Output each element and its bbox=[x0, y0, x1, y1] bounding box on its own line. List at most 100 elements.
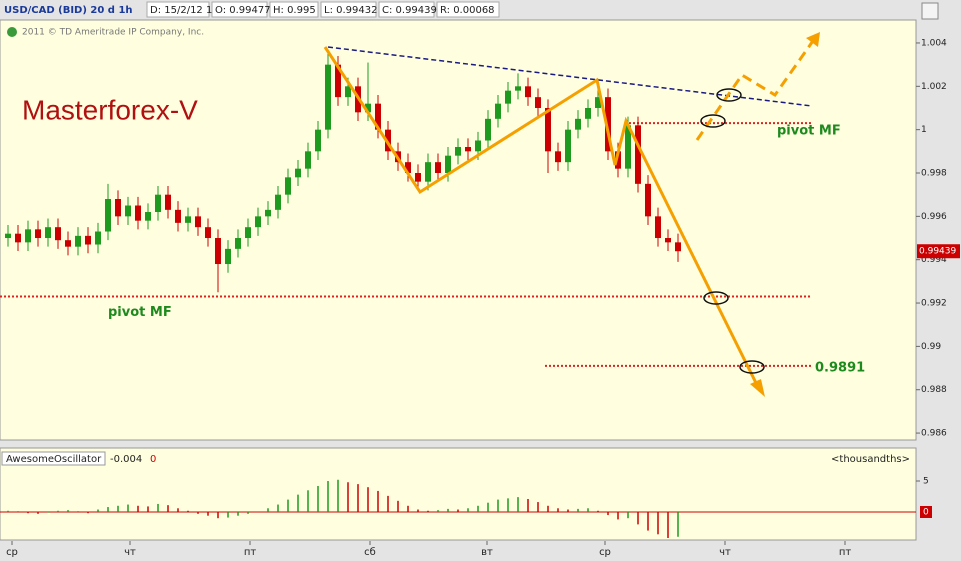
header-field: L: 0.99432 bbox=[324, 5, 377, 16]
candle-body bbox=[305, 151, 311, 169]
candle-body bbox=[505, 90, 511, 104]
candle-body bbox=[195, 216, 201, 228]
candle-body bbox=[245, 227, 251, 239]
marker bbox=[700, 114, 726, 128]
candle-body bbox=[335, 64, 341, 98]
header-field: R: 0.00068 bbox=[440, 5, 495, 16]
marker bbox=[703, 291, 729, 305]
indicator-box bbox=[1, 451, 106, 466]
candle-body bbox=[595, 97, 601, 108]
candle-body bbox=[325, 64, 331, 130]
marker bbox=[739, 360, 765, 374]
candle-body bbox=[5, 233, 11, 239]
y-tick-label: 0.996 bbox=[921, 212, 947, 222]
field-box bbox=[436, 1, 500, 18]
candle-body bbox=[35, 229, 41, 239]
price-tag-label: 0.99439 bbox=[919, 247, 956, 257]
candle-body bbox=[465, 146, 471, 152]
candle-body bbox=[365, 103, 371, 113]
header-field: O: 0.99477 bbox=[215, 5, 271, 16]
level-label: pivot MF bbox=[108, 305, 172, 320]
candle-body bbox=[585, 107, 591, 119]
price-panel bbox=[0, 19, 917, 441]
header-fields: D: 15/2/12 14:00O: 0.99477 H: 0.995 L: 0.9… bbox=[146, 1, 500, 18]
candle-body bbox=[15, 233, 21, 243]
candle-body bbox=[45, 227, 51, 239]
indicator-param: 0 bbox=[150, 454, 156, 465]
projection-line bbox=[695, 37, 817, 141]
candle-body bbox=[375, 103, 381, 130]
candle-body bbox=[215, 238, 221, 265]
marker bbox=[716, 88, 742, 102]
pattern-line bbox=[323, 46, 759, 386]
units: <thousandths> bbox=[831, 454, 910, 465]
candle-body bbox=[635, 125, 641, 184]
candle-body bbox=[675, 242, 681, 252]
trend-line bbox=[327, 46, 813, 107]
x-tick-label: ср bbox=[6, 547, 18, 558]
field-box bbox=[146, 1, 210, 18]
y-tick-label: 1.004 bbox=[921, 38, 947, 48]
candle-body bbox=[235, 238, 241, 249]
candle-body bbox=[445, 155, 451, 174]
arrow-head bbox=[750, 379, 765, 397]
level-label: 0.9891 bbox=[815, 360, 865, 375]
candle-body bbox=[205, 227, 211, 239]
field-box bbox=[320, 1, 377, 18]
candle-body bbox=[275, 194, 281, 210]
candle-body bbox=[565, 129, 571, 163]
oscillator-panel bbox=[0, 447, 917, 541]
candle-body bbox=[175, 209, 181, 223]
header-field: C: 0.99439 bbox=[382, 5, 437, 16]
x-tick-label: чт bbox=[719, 547, 731, 558]
x-tick-label: ср bbox=[599, 547, 611, 558]
candle-body bbox=[645, 183, 651, 217]
candle-body bbox=[225, 248, 231, 265]
y-tick-label: 0.994 bbox=[921, 255, 947, 265]
field-box bbox=[211, 1, 268, 18]
field-box bbox=[378, 1, 435, 18]
candle-body bbox=[475, 140, 481, 152]
candle-body bbox=[55, 227, 61, 241]
level-label: pivot MF bbox=[777, 124, 841, 139]
candle-body bbox=[665, 238, 671, 243]
tick-box bbox=[920, 505, 932, 518]
x-tick-label: вт bbox=[481, 547, 493, 558]
candle-body bbox=[315, 129, 321, 152]
candle-body bbox=[25, 229, 31, 243]
candle-body bbox=[425, 162, 431, 182]
candle-body bbox=[95, 231, 101, 245]
candle-body bbox=[265, 209, 271, 217]
candle-body bbox=[135, 205, 141, 221]
candle-body bbox=[485, 118, 491, 141]
candle-body bbox=[295, 168, 301, 178]
candle-body bbox=[75, 235, 81, 247]
panel-button[interactable] bbox=[921, 2, 939, 20]
field-box bbox=[269, 1, 319, 18]
candle-body bbox=[255, 216, 261, 228]
candle-body bbox=[435, 162, 441, 174]
header-field: H: 0.995 bbox=[273, 5, 316, 16]
candle-body bbox=[535, 97, 541, 108]
candle-body bbox=[285, 177, 291, 195]
candle-body bbox=[455, 146, 461, 156]
candle-body bbox=[185, 216, 191, 223]
y-tick-label: 1.002 bbox=[921, 82, 947, 92]
y-tick-label: 0.988 bbox=[921, 385, 947, 395]
candle-body bbox=[575, 118, 581, 130]
y-tick-label: 0.986 bbox=[921, 429, 947, 439]
candle-body bbox=[495, 103, 501, 119]
symbol: USD/CAD (BID) 20 d 1h bbox=[4, 5, 133, 16]
markers bbox=[700, 88, 765, 374]
candle-body bbox=[115, 199, 121, 217]
y-tick-label: 0.998 bbox=[921, 169, 947, 179]
candle-body bbox=[625, 125, 631, 169]
candle-body bbox=[525, 86, 531, 98]
x-tick-label: пт bbox=[839, 547, 852, 558]
candle-body bbox=[165, 194, 171, 210]
y-tick-label: 1 bbox=[921, 125, 927, 135]
y-tick-label: 5 bbox=[923, 477, 929, 487]
plot: 1.004 1.002 1 0.998 0.996 0.994 0.992 0.99 0.988… bbox=[0, 38, 960, 558]
candle-body bbox=[125, 205, 131, 217]
